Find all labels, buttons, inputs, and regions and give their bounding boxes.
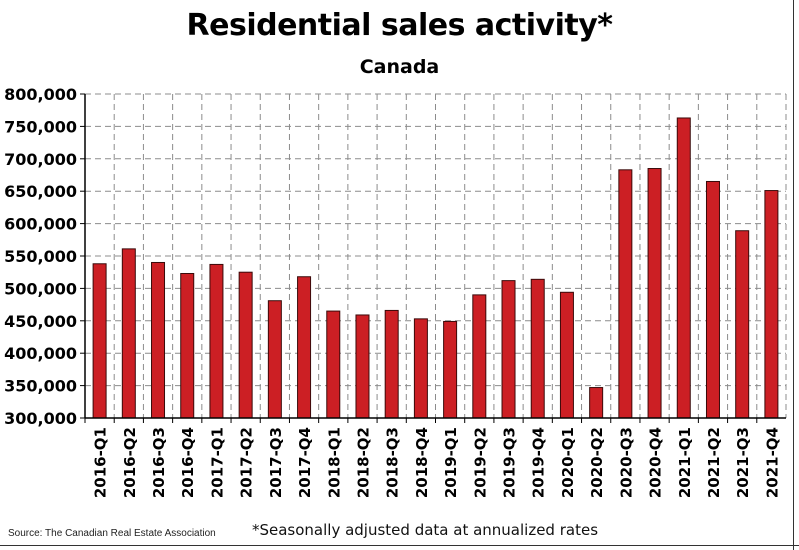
y-tick-label: 500,000 xyxy=(4,279,77,298)
bar-2020-Q4 xyxy=(647,168,662,419)
bar-2018-Q1 xyxy=(326,310,341,419)
x-tick-label: 2017-Q2 xyxy=(238,427,256,498)
bar-2019-Q3 xyxy=(501,280,516,419)
y-tick-label: 400,000 xyxy=(4,344,77,363)
x-tick-label: 2019-Q2 xyxy=(471,427,489,498)
bar-2021-Q1 xyxy=(676,117,691,419)
y-tick-label: 550,000 xyxy=(4,247,77,266)
y-tick-label: 300,000 xyxy=(4,409,77,428)
y-tick-label: 750,000 xyxy=(4,117,77,136)
x-tick-label: 2016-Q3 xyxy=(150,427,168,498)
grid-layer xyxy=(85,93,787,418)
frame-right-border xyxy=(793,0,794,550)
bar-2016-Q2 xyxy=(121,248,136,419)
x-tick-label: 2019-Q4 xyxy=(530,427,548,498)
y-tick-label: 800,000 xyxy=(4,85,77,104)
x-tick-label: 2016-Q1 xyxy=(92,427,110,498)
x-tick-label: 2017-Q3 xyxy=(267,427,285,498)
x-tick-label: 2018-Q2 xyxy=(354,427,372,498)
bar-2019-Q1 xyxy=(443,320,458,419)
x-tick-label: 2018-Q4 xyxy=(413,427,431,498)
chart-title: Residential sales activity* xyxy=(186,8,613,43)
bar-2016-Q4 xyxy=(180,272,195,419)
y-tick-label: 450,000 xyxy=(4,312,77,331)
bar-2016-Q3 xyxy=(151,261,166,419)
x-tick-label: 2016-Q2 xyxy=(121,427,139,498)
x-tick-label: 2017-Q1 xyxy=(208,427,226,498)
bar-2017-Q1 xyxy=(209,263,224,419)
x-tick-label: 2020-Q1 xyxy=(559,427,577,498)
axis-layer: 300,000 350,000 400,000 450,000 500,000 550,0… xyxy=(4,85,786,498)
bar-2020-Q3 xyxy=(618,169,633,419)
source-note: Source: The Canadian Real Estate Associa… xyxy=(8,528,216,539)
bar-2019-Q2 xyxy=(472,294,487,419)
bar-2021-Q2 xyxy=(705,180,720,419)
y-tick-label: 600,000 xyxy=(4,215,77,234)
x-tick-label: 2017-Q4 xyxy=(296,427,314,498)
x-tick-label: 2021-Q4 xyxy=(763,427,781,498)
x-tick-label: 2020-Q3 xyxy=(617,427,635,498)
x-tick-label: 2018-Q1 xyxy=(325,427,343,498)
x-tick-label: 2019-Q1 xyxy=(442,427,460,498)
bar-2018-Q3 xyxy=(384,309,399,419)
x-tick-label: 2021-Q2 xyxy=(705,427,723,498)
bar-2018-Q4 xyxy=(413,318,428,419)
x-tick-label: 2020-Q4 xyxy=(647,427,665,498)
y-tick-label: 650,000 xyxy=(4,182,77,201)
bar-2016-Q1 xyxy=(92,263,107,419)
bar-2021-Q4 xyxy=(764,190,779,419)
bar-2020-Q2 xyxy=(589,387,604,419)
x-tick-label: 2021-Q1 xyxy=(676,427,694,498)
bar-2021-Q3 xyxy=(735,230,750,419)
bar-2020-Q1 xyxy=(559,291,574,419)
x-tick-label: 2019-Q3 xyxy=(501,427,519,498)
y-tick-label: 350,000 xyxy=(4,377,77,396)
bars-layer xyxy=(92,117,779,419)
bar-2017-Q3 xyxy=(267,300,282,419)
bar-2018-Q2 xyxy=(355,314,370,419)
x-tick-label: 2016-Q4 xyxy=(179,427,197,498)
footnote: *Seasonally adjusted data at annualized … xyxy=(251,521,599,539)
chart-subtitle: Canada xyxy=(359,56,440,78)
y-tick-label: 700,000 xyxy=(4,150,77,169)
bar-2019-Q4 xyxy=(530,278,545,419)
frame-bottom-border xyxy=(0,545,799,546)
bar-2017-Q2 xyxy=(238,271,253,419)
x-tick-label: 2020-Q2 xyxy=(588,427,606,498)
x-tick-label: 2021-Q3 xyxy=(734,427,752,498)
x-tick-label: 2018-Q3 xyxy=(384,427,402,498)
bar-2017-Q4 xyxy=(297,276,312,419)
